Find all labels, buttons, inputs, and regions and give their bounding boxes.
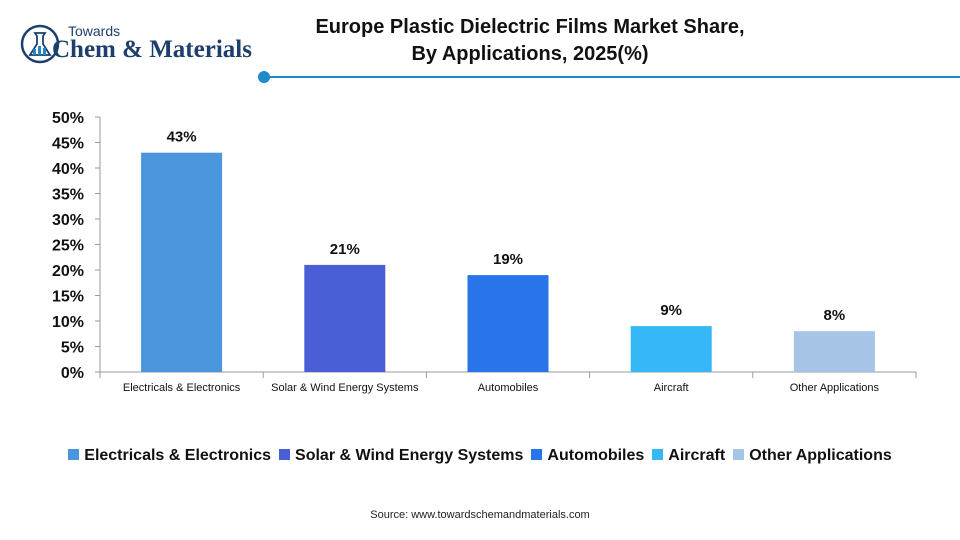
y-tick-label: 20% bbox=[52, 263, 84, 280]
chart-legend: Electricals & Electronics Solar & Wind En… bbox=[0, 447, 960, 465]
chart-title-line-1: Europe Plastic Dielectric Films Market S… bbox=[315, 16, 745, 38]
bar bbox=[467, 275, 549, 372]
legend-label: Automobiles bbox=[547, 447, 645, 464]
legend-swatch bbox=[279, 449, 291, 460]
legend-label: Solar & Wind Energy Systems bbox=[295, 447, 524, 464]
logo-main-text: Chem & Materials bbox=[52, 36, 252, 63]
bar-data-label: 19% bbox=[493, 251, 523, 268]
brand-logo: Towards Chem & Materials bbox=[14, 18, 254, 70]
x-tick-label: Other Applications bbox=[790, 382, 880, 394]
y-tick-label: 15% bbox=[52, 289, 84, 306]
legend-label: Other Applications bbox=[749, 447, 892, 464]
legend-swatch bbox=[733, 449, 745, 460]
flask-chart-icon bbox=[20, 24, 60, 64]
legend-swatch bbox=[531, 449, 543, 460]
x-tick-label: Automobiles bbox=[478, 382, 539, 394]
x-tick-label: Solar & Wind Energy Systems bbox=[271, 382, 419, 394]
legend-item: Automobiles bbox=[531, 447, 644, 465]
y-tick-label: 30% bbox=[52, 212, 84, 229]
chart-title-line-2: By Applications, 2025(%) bbox=[411, 43, 649, 65]
legend-item: Solar & Wind Energy Systems bbox=[279, 447, 523, 465]
bar bbox=[793, 331, 875, 372]
divider-line bbox=[268, 76, 960, 78]
y-tick-label: 45% bbox=[52, 136, 84, 153]
bar bbox=[304, 264, 386, 372]
y-tick-label: 40% bbox=[52, 161, 84, 178]
y-tick-label: 5% bbox=[61, 340, 84, 357]
y-tick-label: 50% bbox=[52, 110, 84, 127]
y-tick-label: 35% bbox=[52, 187, 84, 204]
bar-data-label: 21% bbox=[330, 241, 360, 258]
y-tick-label: 10% bbox=[52, 314, 84, 331]
legend-item: Electricals & Electronics bbox=[68, 447, 271, 465]
legend-item: Aircraft bbox=[652, 447, 725, 465]
legend-label: Electricals & Electronics bbox=[84, 447, 272, 464]
source-note: Source: www.towardschemandmaterials.com bbox=[370, 509, 590, 521]
logo-top-text: Towards bbox=[68, 23, 121, 39]
legend-swatch bbox=[68, 449, 80, 460]
x-tick-label: Aircraft bbox=[654, 382, 689, 394]
legend-item: Other Applications bbox=[733, 447, 892, 465]
chart-title: Europe Plastic Dielectric Films Market S… bbox=[280, 14, 780, 68]
y-tick-label: 25% bbox=[52, 238, 84, 255]
y-tick-label: 0% bbox=[61, 365, 84, 382]
bar bbox=[630, 326, 712, 372]
divider-dot bbox=[258, 71, 270, 83]
legend-label: Aircraft bbox=[668, 447, 726, 464]
x-tick-label: Electricals & Electronics bbox=[123, 382, 241, 394]
legend-swatch bbox=[652, 449, 664, 460]
bar bbox=[141, 152, 223, 372]
bar-data-label: 8% bbox=[824, 307, 846, 324]
bar-data-label: 43% bbox=[167, 129, 197, 146]
bar-data-label: 9% bbox=[660, 302, 682, 319]
